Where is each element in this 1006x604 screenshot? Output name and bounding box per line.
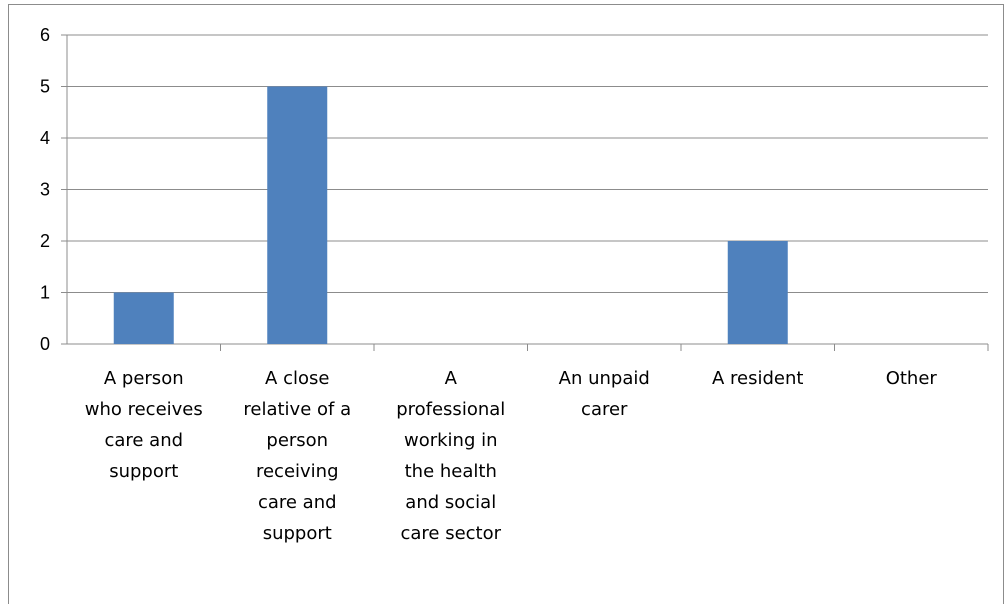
x-tick-label: the health xyxy=(405,461,497,482)
y-tick-labels: 0 1 2 3 4 5 6 xyxy=(40,25,50,354)
x-tick-label: care and xyxy=(104,430,183,451)
x-tick-label: professional xyxy=(396,399,505,420)
y-tick-label: 3 xyxy=(40,180,50,200)
x-tick-label: who receives xyxy=(85,399,203,420)
chart-frame xyxy=(8,4,1004,604)
x-tick-label: support xyxy=(263,523,332,544)
x-tick-label: care and xyxy=(258,492,337,513)
y-tick-label: 5 xyxy=(40,77,50,97)
x-tick-label: and social xyxy=(405,492,496,513)
y-tick-label: 0 xyxy=(40,334,50,354)
y-tick-label: 4 xyxy=(40,128,50,148)
axes xyxy=(61,34,989,351)
x-tick-label: carer xyxy=(581,399,628,420)
bar xyxy=(113,292,174,344)
x-tick-label: A person xyxy=(104,368,184,389)
bar-chart: 0 1 2 3 4 5 6 A person who receives care and supp… xyxy=(40,25,989,544)
x-tick-label: A resident xyxy=(712,368,803,389)
x-tick-label: Other xyxy=(886,368,938,389)
x-tick-label: A xyxy=(445,368,458,389)
y-tick-label: 2 xyxy=(40,231,50,251)
bar xyxy=(727,241,788,344)
x-tick-label: person xyxy=(266,430,328,451)
y-tick-label: 6 xyxy=(40,25,50,45)
x-tick-label: A close xyxy=(265,368,329,389)
x-tick-label: working in xyxy=(404,430,498,451)
bars xyxy=(113,86,788,344)
x-tick-label: care sector xyxy=(400,523,501,544)
gridlines xyxy=(67,34,988,293)
x-tick-label: An unpaid xyxy=(559,368,650,389)
x-tick-label: support xyxy=(109,461,178,482)
x-tick-labels: A person who receives care and support A clo… xyxy=(85,368,938,544)
x-tick-label: receiving xyxy=(256,461,339,482)
y-tick-label: 1 xyxy=(40,283,50,303)
bar xyxy=(267,86,328,344)
x-tick-label: relative of a xyxy=(243,399,351,420)
